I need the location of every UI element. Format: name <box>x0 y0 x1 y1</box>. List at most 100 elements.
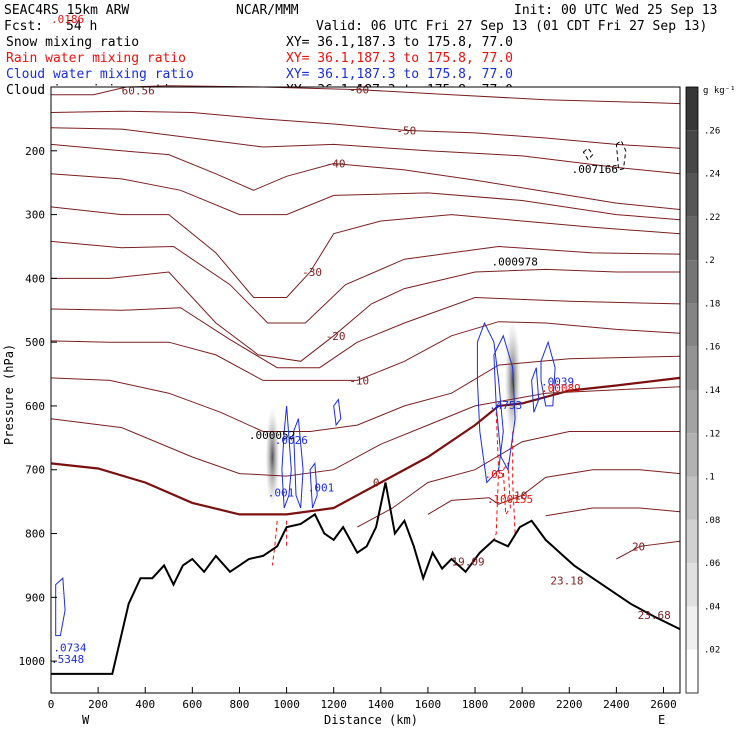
x-tick-label: 400 <box>135 698 155 711</box>
isotherm-line <box>50 386 681 477</box>
colorbar-swatch <box>686 346 698 390</box>
colorbar-swatch <box>686 173 698 217</box>
cloud-ice-contours <box>582 139 627 171</box>
isotherm-label: 20 <box>632 540 645 553</box>
isotherm-line <box>50 173 681 221</box>
cloud-ice-contour <box>615 139 627 171</box>
x-tick-label: 1200 <box>320 698 347 711</box>
extrema-label: .001 <box>268 487 295 500</box>
colorbar-label: .12 <box>704 429 720 439</box>
extrema-label: .0734 <box>53 642 86 655</box>
colorbar-label: .04 <box>704 602 720 612</box>
extrema-label: .5348 <box>51 653 84 666</box>
extrema-label: 23.68 <box>638 609 671 622</box>
isotherm-line <box>50 143 681 210</box>
terrain-line <box>51 482 681 675</box>
isotherm-line <box>616 540 681 560</box>
cloud-water-contour <box>540 340 556 407</box>
field-xy: XY= 36.1,187.3 to 175.8, 77.0 <box>286 67 513 82</box>
cloud-water-contours <box>55 321 556 637</box>
isotherm-line <box>357 431 680 528</box>
snow-region <box>504 320 521 441</box>
y-tick-label: 200 <box>25 145 45 158</box>
extrema-label: .100155 <box>487 493 533 506</box>
cloud-water-contour <box>476 321 504 484</box>
plot-area <box>51 87 680 693</box>
x-tick-label: 1400 <box>368 698 395 711</box>
colorbar-label: .2 <box>704 256 715 266</box>
extrema-label: .4753 <box>489 399 522 412</box>
colorbar-swatch <box>686 303 698 347</box>
valid-time: Valid: 06 UTC Fri 27 Sep 13 (01 CDT Fri … <box>316 19 707 34</box>
isotherm-label: 0 <box>373 476 380 489</box>
extrema-label: .007166 <box>572 163 618 176</box>
colorbar-label: .26 <box>704 126 720 136</box>
cloud-water-contour <box>333 398 342 427</box>
x-tick-label: 1600 <box>415 698 442 711</box>
extrema-label: .00089 <box>541 382 581 395</box>
colorbar-swatch <box>686 216 698 261</box>
rain-water-contour <box>493 412 500 541</box>
y-tick-label: 300 <box>25 209 45 222</box>
cloud-water-contour <box>55 577 66 637</box>
plot-frame <box>50 86 681 694</box>
colorbar-label: .16 <box>704 343 720 353</box>
extrema-label: 23.18 <box>550 575 583 588</box>
isotherm-label: -50 <box>396 124 416 137</box>
rain-water-contour <box>512 431 516 534</box>
colorbar-unit: g kg⁻¹ <box>703 86 736 96</box>
model-title: SEAC4RS 15km ARW <box>4 3 129 18</box>
field-xy: XY= 36.1,187.3 to 175.8, 77.0 <box>286 35 513 50</box>
extrema-label: .0186 <box>51 13 84 26</box>
rain-water-contour <box>271 520 278 566</box>
cloud-water-contour <box>531 367 540 413</box>
x-tick-label: 800 <box>230 698 250 711</box>
isotherm-line <box>50 240 681 324</box>
colorbar-label: .02 <box>704 646 720 656</box>
colorbar-swatch <box>686 87 698 131</box>
x-tick-label: 2200 <box>556 698 583 711</box>
isotherm-label: -60 <box>349 84 369 97</box>
isotherm-label: 10 <box>514 489 527 502</box>
isotherm-line <box>545 507 681 517</box>
colorbar-frame <box>685 86 699 694</box>
isotherm-line <box>50 110 681 149</box>
cloud-water-contour <box>309 462 318 509</box>
west-label: W <box>82 713 90 727</box>
extrema-label: 19.09 <box>451 555 484 568</box>
colorbar-label: .08 <box>704 516 720 526</box>
colorbar-swatch <box>686 606 698 650</box>
rain-water-contour <box>502 461 511 516</box>
cloud-water-contour <box>293 418 304 509</box>
x-tick-label: 0 <box>48 698 55 711</box>
forecast-label: Fcst: <box>4 19 43 34</box>
colorbar-swatch <box>686 260 698 304</box>
colorbar-label: .1 <box>704 473 715 483</box>
extrema-labels: 60.56 .007166 .000978 .000052.0026 .001 .001.… <box>51 13 671 666</box>
extrema-label: .000052 <box>249 429 295 442</box>
isotherm-line <box>51 85 681 105</box>
field-label: Cloud water mixing ratio <box>6 67 194 82</box>
colorbar-label: .06 <box>704 559 720 569</box>
colorbar-label: .24 <box>704 170 720 180</box>
isotherm-line <box>427 469 681 515</box>
x-axis-label: Distance (km) <box>324 713 418 727</box>
colorbar: .02 .04 .06 .08 .1 .12 .14 .16 .18 .2 .22 .24 .26 <box>685 86 720 694</box>
org-title: NCAR/MMM <box>236 3 299 18</box>
extrema-label: .001 <box>308 481 335 494</box>
isotherm-line <box>50 355 681 432</box>
init-time: Init: 00 UTC Wed 25 Sep 13 <box>514 3 718 18</box>
isotherm-line <box>50 321 681 381</box>
colorbar-label: .22 <box>704 213 720 223</box>
colorbar-label: .14 <box>704 386 720 396</box>
east-label: E <box>658 713 665 727</box>
cloud-ice-contour <box>582 147 594 161</box>
rain-water-contours <box>271 412 516 566</box>
isotherm-line <box>51 268 680 362</box>
x-tick-label: 600 <box>182 698 202 711</box>
isotherm-label: -20 <box>326 330 346 343</box>
isotherm-line <box>50 296 681 369</box>
x-tick-label: 1000 <box>273 698 300 711</box>
colorbar-swatch <box>686 433 698 477</box>
colorbar-label: .18 <box>704 299 720 309</box>
